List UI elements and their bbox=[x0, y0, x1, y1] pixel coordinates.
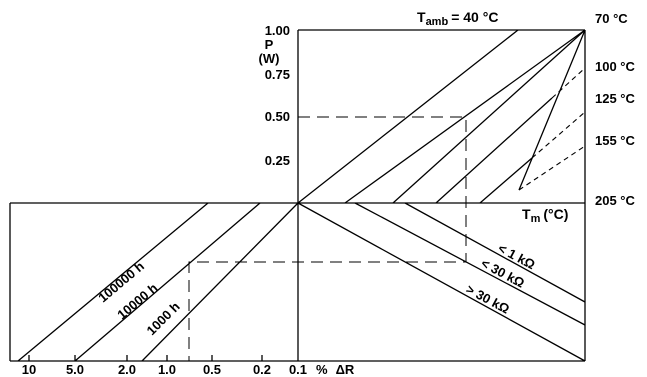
tamb-sub: amb bbox=[426, 16, 449, 28]
y-axis-title: P bbox=[265, 37, 274, 52]
temperature-label: 70 °C bbox=[595, 11, 628, 26]
x-tick-label: 5.0 bbox=[66, 362, 84, 377]
drift-line-10000h bbox=[74, 202, 261, 362]
x-axis-label: % ΔR bbox=[316, 362, 355, 377]
x-tick-label: 2.0 bbox=[118, 362, 136, 377]
y-tick-label: 0.75 bbox=[265, 67, 290, 82]
y-tick-label: 0.25 bbox=[265, 153, 290, 168]
drift-line-100000h bbox=[17, 202, 209, 362]
tamb-main: T bbox=[417, 9, 426, 25]
temperature-label: 125 °C bbox=[595, 91, 636, 106]
derating-line-40c bbox=[297, 29, 519, 204]
y-axis-unit: (W) bbox=[259, 51, 280, 66]
x-tick-label: 1.0 bbox=[158, 362, 176, 377]
delta-r-label: ΔR bbox=[336, 362, 355, 377]
y-tick-label: 0.50 bbox=[265, 109, 290, 124]
percent-sign: % bbox=[316, 362, 328, 377]
resistance-label-over-30k: > 30 kΩ bbox=[464, 281, 512, 316]
resistance-line-over-30k bbox=[297, 202, 586, 362]
derating-line-155c-extension bbox=[531, 111, 586, 159]
tm-axis-label: Tm (°C) bbox=[522, 206, 568, 225]
temperature-label: 100 °C bbox=[595, 59, 636, 74]
resistance-line-under-1k bbox=[404, 202, 586, 303]
derating-line-70c bbox=[344, 29, 586, 204]
hotspot-limit-line bbox=[518, 29, 586, 191]
derating-line-155c bbox=[479, 157, 533, 204]
tamb-value: = 40 °C bbox=[451, 9, 498, 25]
derating-line-125c bbox=[435, 97, 553, 204]
derating-line-100c bbox=[392, 29, 586, 204]
temperature-label: 205 °C bbox=[595, 193, 636, 208]
x-tick-label: 0.5 bbox=[203, 362, 221, 377]
drift-line-1000h bbox=[141, 202, 299, 362]
tamb-label: Tamb = 40 °C bbox=[417, 9, 498, 28]
tm-unit: (°C) bbox=[543, 206, 568, 222]
hotspot-limit-extension bbox=[518, 145, 586, 191]
drift-label-1000h: 1000 h bbox=[144, 299, 183, 338]
temperature-label: 155 °C bbox=[595, 133, 636, 148]
example-guide-path bbox=[188, 116, 467, 361]
x-tick-label: 0.1 bbox=[289, 362, 307, 377]
resistance-line-under-30k bbox=[354, 202, 586, 326]
tm-main: T bbox=[522, 206, 531, 222]
x-tick-marks bbox=[28, 355, 263, 361]
x-tick-label: 0.2 bbox=[253, 362, 271, 377]
y-tick-label: 1.00 bbox=[265, 23, 290, 38]
x-tick-label: 10 bbox=[22, 362, 36, 377]
derating-line-125c-extension bbox=[551, 67, 586, 99]
tm-sub: m bbox=[531, 213, 541, 225]
